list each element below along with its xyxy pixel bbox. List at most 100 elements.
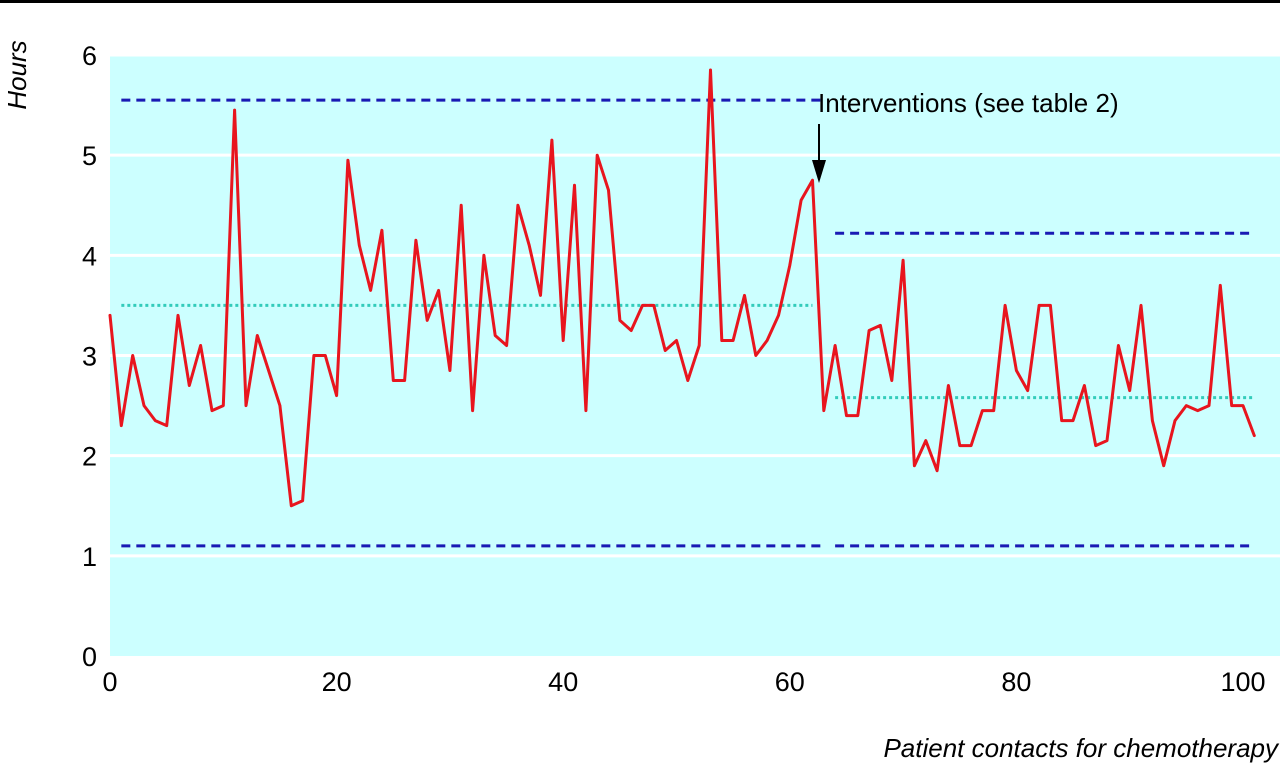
data-point-11 (233, 108, 236, 112)
reference-lines (121, 98, 1255, 548)
data-point-44 (607, 189, 610, 192)
data-point-85 (1071, 419, 1075, 422)
data-point-31 (460, 204, 463, 207)
data-point-23 (369, 289, 372, 292)
data-point-45 (618, 319, 622, 322)
data-point-47 (641, 304, 644, 307)
data-point-25 (392, 379, 395, 382)
data-point-66 (856, 414, 859, 417)
data-point-86 (1083, 384, 1086, 387)
data-point-39 (550, 138, 554, 142)
data-point-10 (222, 404, 225, 407)
y-tick-label-1: 1 (82, 542, 97, 572)
data-point-29 (437, 289, 440, 292)
data-point-55 (731, 339, 735, 342)
data-point-91 (1139, 304, 1143, 307)
data-point-93 (1162, 464, 1165, 467)
y-tick-label-0: 0 (82, 642, 97, 672)
x-tick-label-60: 60 (775, 667, 805, 697)
data-point-37 (528, 244, 531, 247)
data-point-75 (958, 444, 961, 447)
data-point-56 (743, 294, 746, 297)
data-point-46 (629, 329, 633, 332)
data-point-61 (799, 199, 803, 202)
data-point-53 (709, 68, 712, 72)
data-point-19 (324, 354, 327, 357)
data-point-17 (301, 499, 304, 502)
data-point-12 (244, 404, 248, 407)
data-point-100 (1241, 404, 1245, 407)
data-point-8 (199, 344, 202, 347)
data-point-22 (358, 244, 361, 247)
data-point-15 (278, 404, 282, 407)
data-point-1 (120, 424, 123, 427)
data-point-73 (935, 469, 939, 472)
data-point-87 (1094, 444, 1097, 447)
data-point-95 (1185, 404, 1188, 407)
data-point-6 (176, 314, 180, 317)
data-points (108, 68, 1256, 507)
data-point-74 (947, 384, 950, 387)
annotation-text: Interventions (see table 2) (818, 88, 1119, 118)
data-point-97 (1207, 404, 1211, 407)
y-tick-label-4: 4 (82, 241, 97, 271)
data-point-99 (1230, 404, 1233, 407)
x-tick-label-0: 0 (102, 667, 117, 697)
data-point-79 (1003, 304, 1007, 307)
top-rule (0, 0, 1280, 3)
y-tick-labels: 0 1 2 3 4 5 6 (82, 41, 97, 672)
data-point-90 (1128, 389, 1131, 392)
data-point-83 (1049, 304, 1052, 307)
data-point-69 (890, 379, 893, 382)
data-point-71 (913, 464, 916, 467)
data-point-21 (346, 158, 350, 162)
data-point-77 (981, 409, 984, 412)
data-point-43 (595, 153, 599, 157)
data-point-52 (697, 344, 701, 347)
data-point-88 (1105, 439, 1109, 442)
data-point-16 (290, 504, 293, 507)
data-point-82 (1037, 304, 1041, 307)
data-point-7 (188, 384, 191, 387)
data-point-33 (482, 254, 486, 257)
data-point-48 (652, 304, 656, 307)
data-point-76 (969, 444, 973, 447)
data-point-13 (256, 334, 259, 337)
data-point-28 (426, 319, 429, 322)
y-axis-title: Hours (2, 40, 32, 109)
data-point-2 (131, 354, 134, 357)
data-point-35 (505, 344, 508, 347)
data-point-94 (1173, 419, 1177, 422)
x-axis-title: Patient contacts for chemotherapy (883, 733, 1280, 763)
series-line (108, 68, 1256, 508)
y-tick-label-5: 5 (82, 141, 97, 171)
data-point-58 (765, 339, 769, 342)
y-tick-label-3: 3 (82, 342, 97, 372)
data-point-78 (992, 409, 995, 412)
data-point-38 (539, 294, 542, 297)
data-point-67 (867, 329, 871, 332)
data-point-70 (901, 259, 905, 262)
data-point-34 (494, 334, 497, 337)
data-point-50 (675, 339, 678, 342)
annotation-arrow-head (812, 160, 826, 183)
data-point-24 (380, 229, 384, 232)
data-point-5 (165, 424, 168, 427)
data-point-72 (924, 439, 927, 442)
data-point-4 (154, 419, 157, 422)
data-point-80 (1015, 369, 1018, 372)
data-point-60 (788, 264, 791, 267)
data-point-63 (822, 409, 825, 412)
data-point-62 (811, 179, 814, 182)
data-point-64 (833, 344, 837, 347)
x-tick-label-20: 20 (322, 667, 352, 697)
data-point-98 (1219, 284, 1222, 287)
data-point-81 (1026, 389, 1029, 392)
data-point-89 (1117, 344, 1120, 347)
data-point-96 (1196, 409, 1199, 412)
data-point-101 (1253, 434, 1256, 437)
data-point-14 (267, 369, 270, 372)
data-point-3 (142, 404, 146, 407)
y-tick-label-6: 6 (82, 41, 97, 71)
